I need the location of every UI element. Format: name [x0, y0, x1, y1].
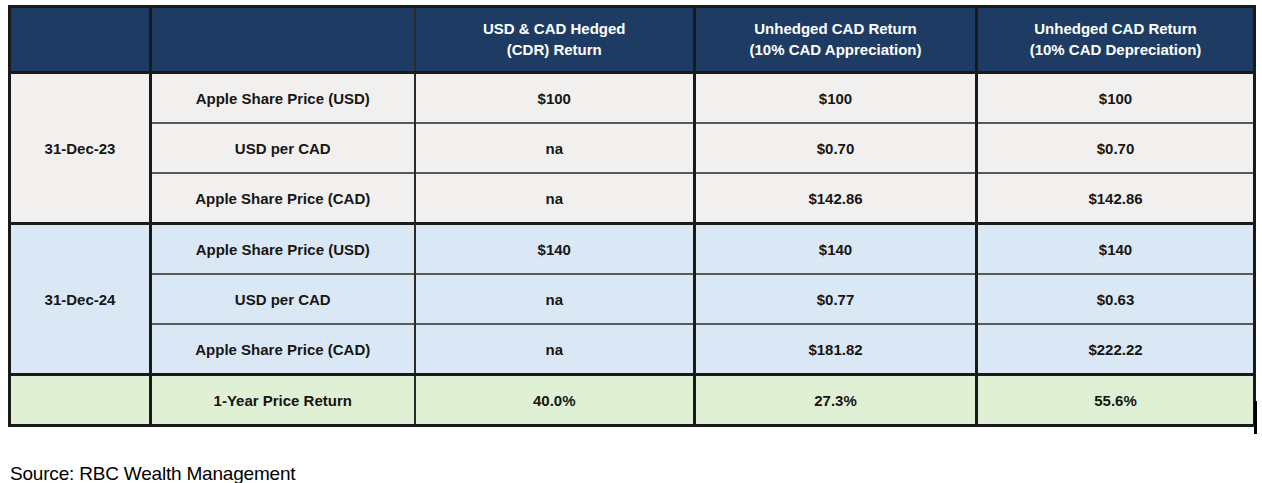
- row-label: USD per CAD: [151, 123, 415, 173]
- text-cursor-artifact: [1254, 401, 1257, 434]
- value-cell: $222.22: [977, 324, 1255, 375]
- row-label: Apple Share Price (USD): [151, 73, 415, 124]
- date-cell-31-dec-23: 31-Dec-23: [10, 73, 151, 224]
- value-cell: $100: [415, 73, 695, 124]
- header-line: Unhedged CAD Return: [1034, 20, 1197, 37]
- header-cell-unhedged-appreciation: Unhedged CAD Return (10% CAD Appreciatio…: [695, 7, 977, 73]
- summary-value-cell: 40.0%: [415, 375, 695, 426]
- source-note: Source: RBC Wealth Management: [10, 463, 295, 483]
- value-cell: $181.82: [695, 324, 977, 375]
- header-cell-hedged-return: USD & CAD Hedged (CDR) Return: [415, 7, 695, 73]
- value-cell: $0.77: [695, 274, 977, 324]
- value-cell: na: [415, 123, 695, 173]
- cdr-return-comparison-table: USD & CAD Hedged (CDR) Return Unhedged C…: [8, 5, 1256, 427]
- table-row: 31-Dec-23 Apple Share Price (USD) $100 $…: [10, 73, 1255, 124]
- header-line: (10% CAD Depreciation): [1030, 41, 1202, 58]
- value-cell: $140: [415, 224, 695, 275]
- summary-label: 1-Year Price Return: [151, 375, 415, 426]
- value-cell: $0.70: [695, 123, 977, 173]
- summary-empty-cell: [10, 375, 151, 426]
- table-row: USD per CAD na $0.77 $0.63: [10, 274, 1255, 324]
- table-row: Apple Share Price (CAD) na $142.86 $142.…: [10, 173, 1255, 224]
- value-cell: $100: [695, 73, 977, 124]
- page: USD & CAD Hedged (CDR) Return Unhedged C…: [0, 5, 1262, 483]
- table-row: USD per CAD na $0.70 $0.70: [10, 123, 1255, 173]
- value-cell: $142.86: [695, 173, 977, 224]
- row-label: Apple Share Price (CAD): [151, 324, 415, 375]
- header-line: USD & CAD Hedged: [483, 20, 626, 37]
- summary-row: 1-Year Price Return 40.0% 27.3% 55.6%: [10, 375, 1255, 426]
- value-cell: $140: [695, 224, 977, 275]
- table-row: Apple Share Price (CAD) na $181.82 $222.…: [10, 324, 1255, 375]
- value-cell: $100: [977, 73, 1255, 124]
- value-cell: $0.70: [977, 123, 1255, 173]
- header-row: USD & CAD Hedged (CDR) Return Unhedged C…: [10, 7, 1255, 73]
- value-cell: na: [415, 324, 695, 375]
- summary-value-cell: 55.6%: [977, 375, 1255, 426]
- value-cell: na: [415, 173, 695, 224]
- header-line: (10% CAD Appreciation): [750, 41, 922, 58]
- table-row: 31-Dec-24 Apple Share Price (USD) $140 $…: [10, 224, 1255, 275]
- value-cell: $140: [977, 224, 1255, 275]
- summary-value-cell: 27.3%: [695, 375, 977, 426]
- header-cell-empty-date: [10, 7, 151, 73]
- row-label: USD per CAD: [151, 274, 415, 324]
- header-line: (CDR) Return: [507, 41, 602, 58]
- header-cell-empty-metric: [151, 7, 415, 73]
- value-cell: na: [415, 274, 695, 324]
- row-label: Apple Share Price (CAD): [151, 173, 415, 224]
- header-cell-unhedged-depreciation: Unhedged CAD Return (10% CAD Depreciatio…: [977, 7, 1255, 73]
- value-cell: $142.86: [977, 173, 1255, 224]
- value-cell: $0.63: [977, 274, 1255, 324]
- row-label: Apple Share Price (USD): [151, 224, 415, 275]
- date-cell-31-dec-24: 31-Dec-24: [10, 224, 151, 375]
- header-line: Unhedged CAD Return: [754, 20, 917, 37]
